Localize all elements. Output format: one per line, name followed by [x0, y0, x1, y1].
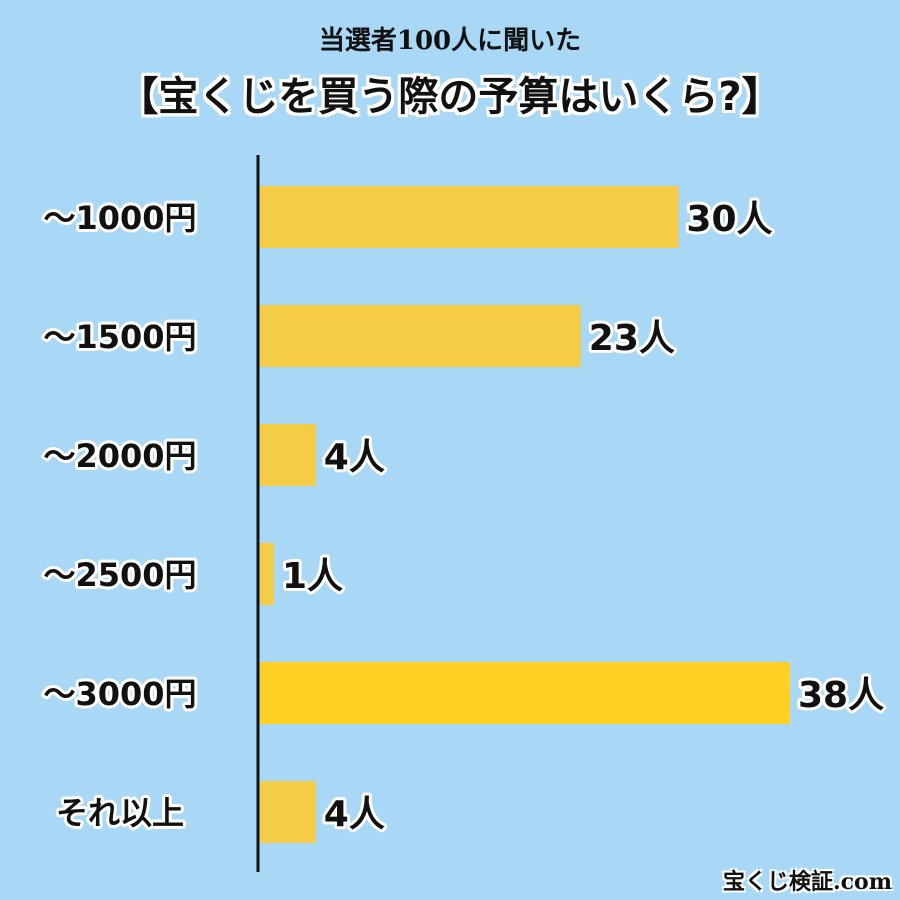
category-label: 〜3000円: [43, 675, 196, 713]
category-label: それ以上: [56, 794, 184, 832]
category-label: 〜1500円: [43, 318, 196, 356]
bar: [260, 543, 274, 605]
bar: [260, 662, 790, 724]
bar: [260, 424, 316, 486]
chart-title: 【宝くじを買う際の予算はいくら?】: [118, 74, 782, 120]
value-label: 38人: [798, 675, 884, 716]
site-watermark: 宝くじ検証.com: [722, 869, 892, 895]
value-label: 30人: [686, 199, 772, 240]
category-label: 〜2000円: [43, 437, 196, 475]
category-label: 〜1000円: [43, 199, 196, 237]
category-label: 〜2500円: [43, 556, 196, 594]
bar: [260, 781, 316, 843]
bar: [260, 186, 679, 248]
value-label: 1人: [282, 556, 343, 597]
value-label: 4人: [324, 794, 385, 835]
bar: [260, 305, 581, 367]
chart-subtitle: 当選者100人に聞いた: [318, 26, 582, 56]
value-label: 4人: [324, 437, 385, 478]
value-label: 23人: [589, 318, 675, 359]
